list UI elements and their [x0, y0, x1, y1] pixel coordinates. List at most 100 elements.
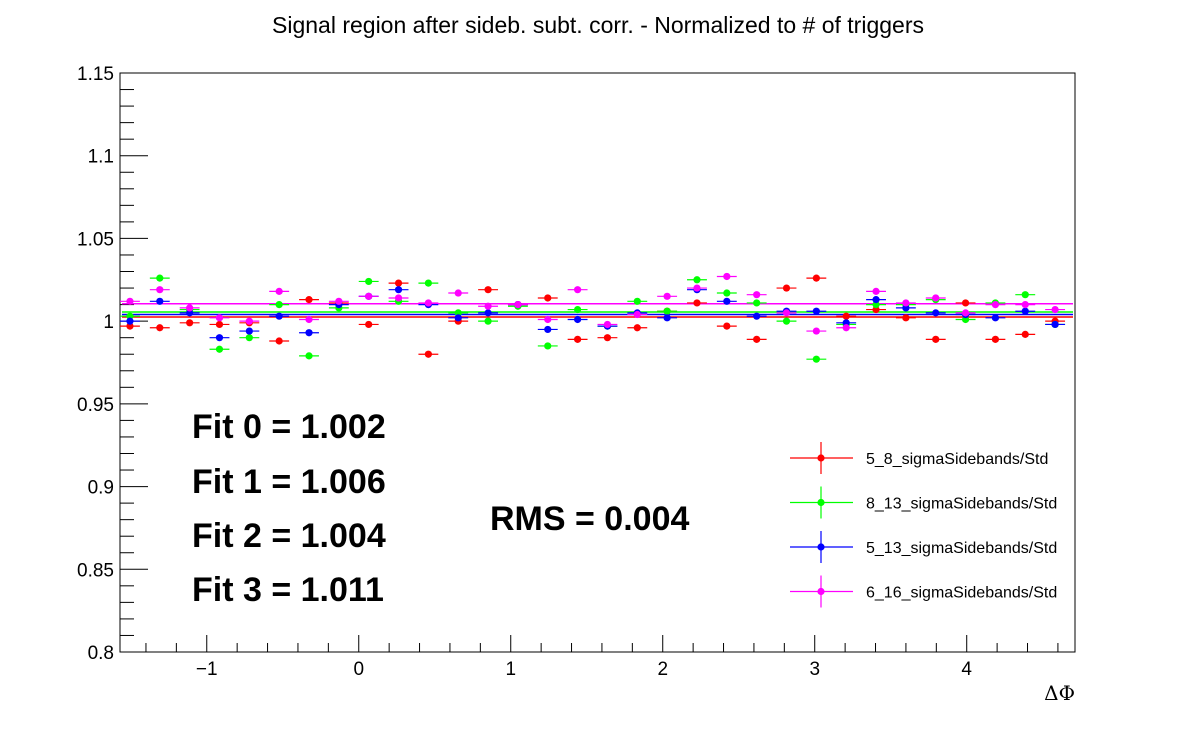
data-point	[365, 292, 373, 300]
legend-label: 5_13_sigmaSidebands/Std	[866, 540, 1057, 557]
fit-lines	[122, 303, 1073, 318]
data-point	[693, 284, 701, 292]
data-point	[633, 297, 641, 305]
data-point	[872, 305, 880, 314]
rms-label: RMS = 0.004	[490, 500, 689, 538]
data-point	[872, 301, 880, 309]
data-point	[484, 302, 492, 310]
data-point	[782, 317, 791, 325]
data-point	[932, 309, 940, 317]
data-point	[842, 324, 850, 332]
data-point	[723, 322, 731, 330]
y-tick-label: 0.95	[77, 395, 114, 416]
x-axis-title: ΔΦ	[1044, 681, 1075, 705]
data-point	[842, 312, 850, 320]
data-point	[663, 292, 671, 300]
data-point	[603, 334, 612, 342]
y-tick-label: 0.8	[88, 643, 114, 664]
data-point	[186, 304, 194, 312]
data-point	[305, 315, 313, 324]
data-point	[394, 279, 403, 287]
data-point	[872, 287, 880, 295]
data-point	[753, 312, 761, 320]
legend-marker	[817, 498, 825, 507]
data-point	[812, 355, 820, 363]
data-point	[305, 296, 313, 304]
legend-marker	[817, 454, 825, 462]
data-point	[544, 294, 552, 302]
data-point	[275, 301, 283, 309]
data-point	[424, 279, 432, 287]
data-point	[1021, 330, 1029, 338]
data-points	[120, 272, 1066, 363]
data-point	[633, 310, 641, 319]
data-point	[753, 299, 761, 307]
data-point	[126, 322, 134, 330]
data-point	[424, 350, 432, 358]
data-point	[245, 317, 253, 325]
data-point	[156, 286, 164, 294]
legend-label: 8_13_sigmaSidebands/Std	[866, 496, 1057, 513]
data-point	[156, 324, 164, 332]
legend-label: 5_8_sigmaSidebands/Std	[866, 451, 1048, 468]
data-point	[394, 294, 403, 302]
data-point	[484, 286, 492, 294]
y-tick-label: 0.9	[88, 478, 114, 499]
y-tick-label: 1.05	[77, 229, 114, 250]
data-point	[723, 289, 731, 297]
data-point	[186, 319, 194, 327]
data-point	[961, 299, 970, 307]
data-point	[961, 315, 970, 324]
data-point	[156, 274, 164, 282]
fit-2-label: Fit 2 = 1.004	[192, 517, 386, 555]
data-point	[932, 335, 940, 343]
data-point	[365, 277, 373, 286]
x-tick-label: 2	[657, 659, 668, 680]
data-point	[753, 335, 761, 343]
data-point	[1051, 320, 1059, 329]
data-point	[215, 314, 224, 322]
y-tick-label: 1.1	[88, 147, 114, 168]
data-point	[902, 314, 910, 322]
y-tick-label: 1	[103, 312, 114, 333]
data-point	[603, 320, 612, 329]
data-point	[365, 320, 373, 329]
x-tick-label: 3	[809, 659, 820, 680]
data-point	[693, 299, 701, 307]
data-point	[454, 289, 462, 297]
data-point	[782, 309, 791, 317]
data-point	[753, 291, 761, 299]
x-tick-label: 1	[505, 659, 516, 680]
data-point	[394, 286, 403, 294]
data-point	[872, 296, 880, 304]
data-point	[275, 337, 283, 345]
data-point	[663, 314, 671, 322]
data-point	[215, 345, 224, 353]
fit-annotations: Fit 0 = 1.002 Fit 1 = 1.006 Fit 2 = 1.00…	[192, 408, 386, 609]
data-point	[991, 335, 1000, 343]
data-point	[574, 286, 582, 294]
data-point	[991, 301, 1000, 309]
data-point	[812, 307, 820, 315]
data-point	[156, 297, 164, 305]
data-point	[723, 272, 731, 281]
x-tick-label: 4	[961, 659, 972, 680]
data-point	[991, 314, 1000, 322]
data-point	[215, 334, 224, 342]
data-point	[961, 309, 970, 317]
data-point	[275, 312, 283, 320]
data-point	[544, 342, 552, 350]
x-axis-ticks: −1 0 1 2 3 4	[145, 635, 1059, 680]
fit-1-label: Fit 1 = 1.006	[192, 463, 386, 501]
data-point	[424, 299, 432, 307]
data-point	[1051, 305, 1059, 314]
legend-marker	[817, 587, 825, 596]
data-point	[574, 305, 582, 314]
data-point	[215, 320, 224, 329]
data-point	[574, 335, 582, 343]
data-point	[1021, 307, 1029, 315]
legend-label: 6_16_sigmaSidebands/Std	[866, 585, 1057, 602]
data-point	[1021, 301, 1029, 309]
data-point	[126, 312, 134, 320]
